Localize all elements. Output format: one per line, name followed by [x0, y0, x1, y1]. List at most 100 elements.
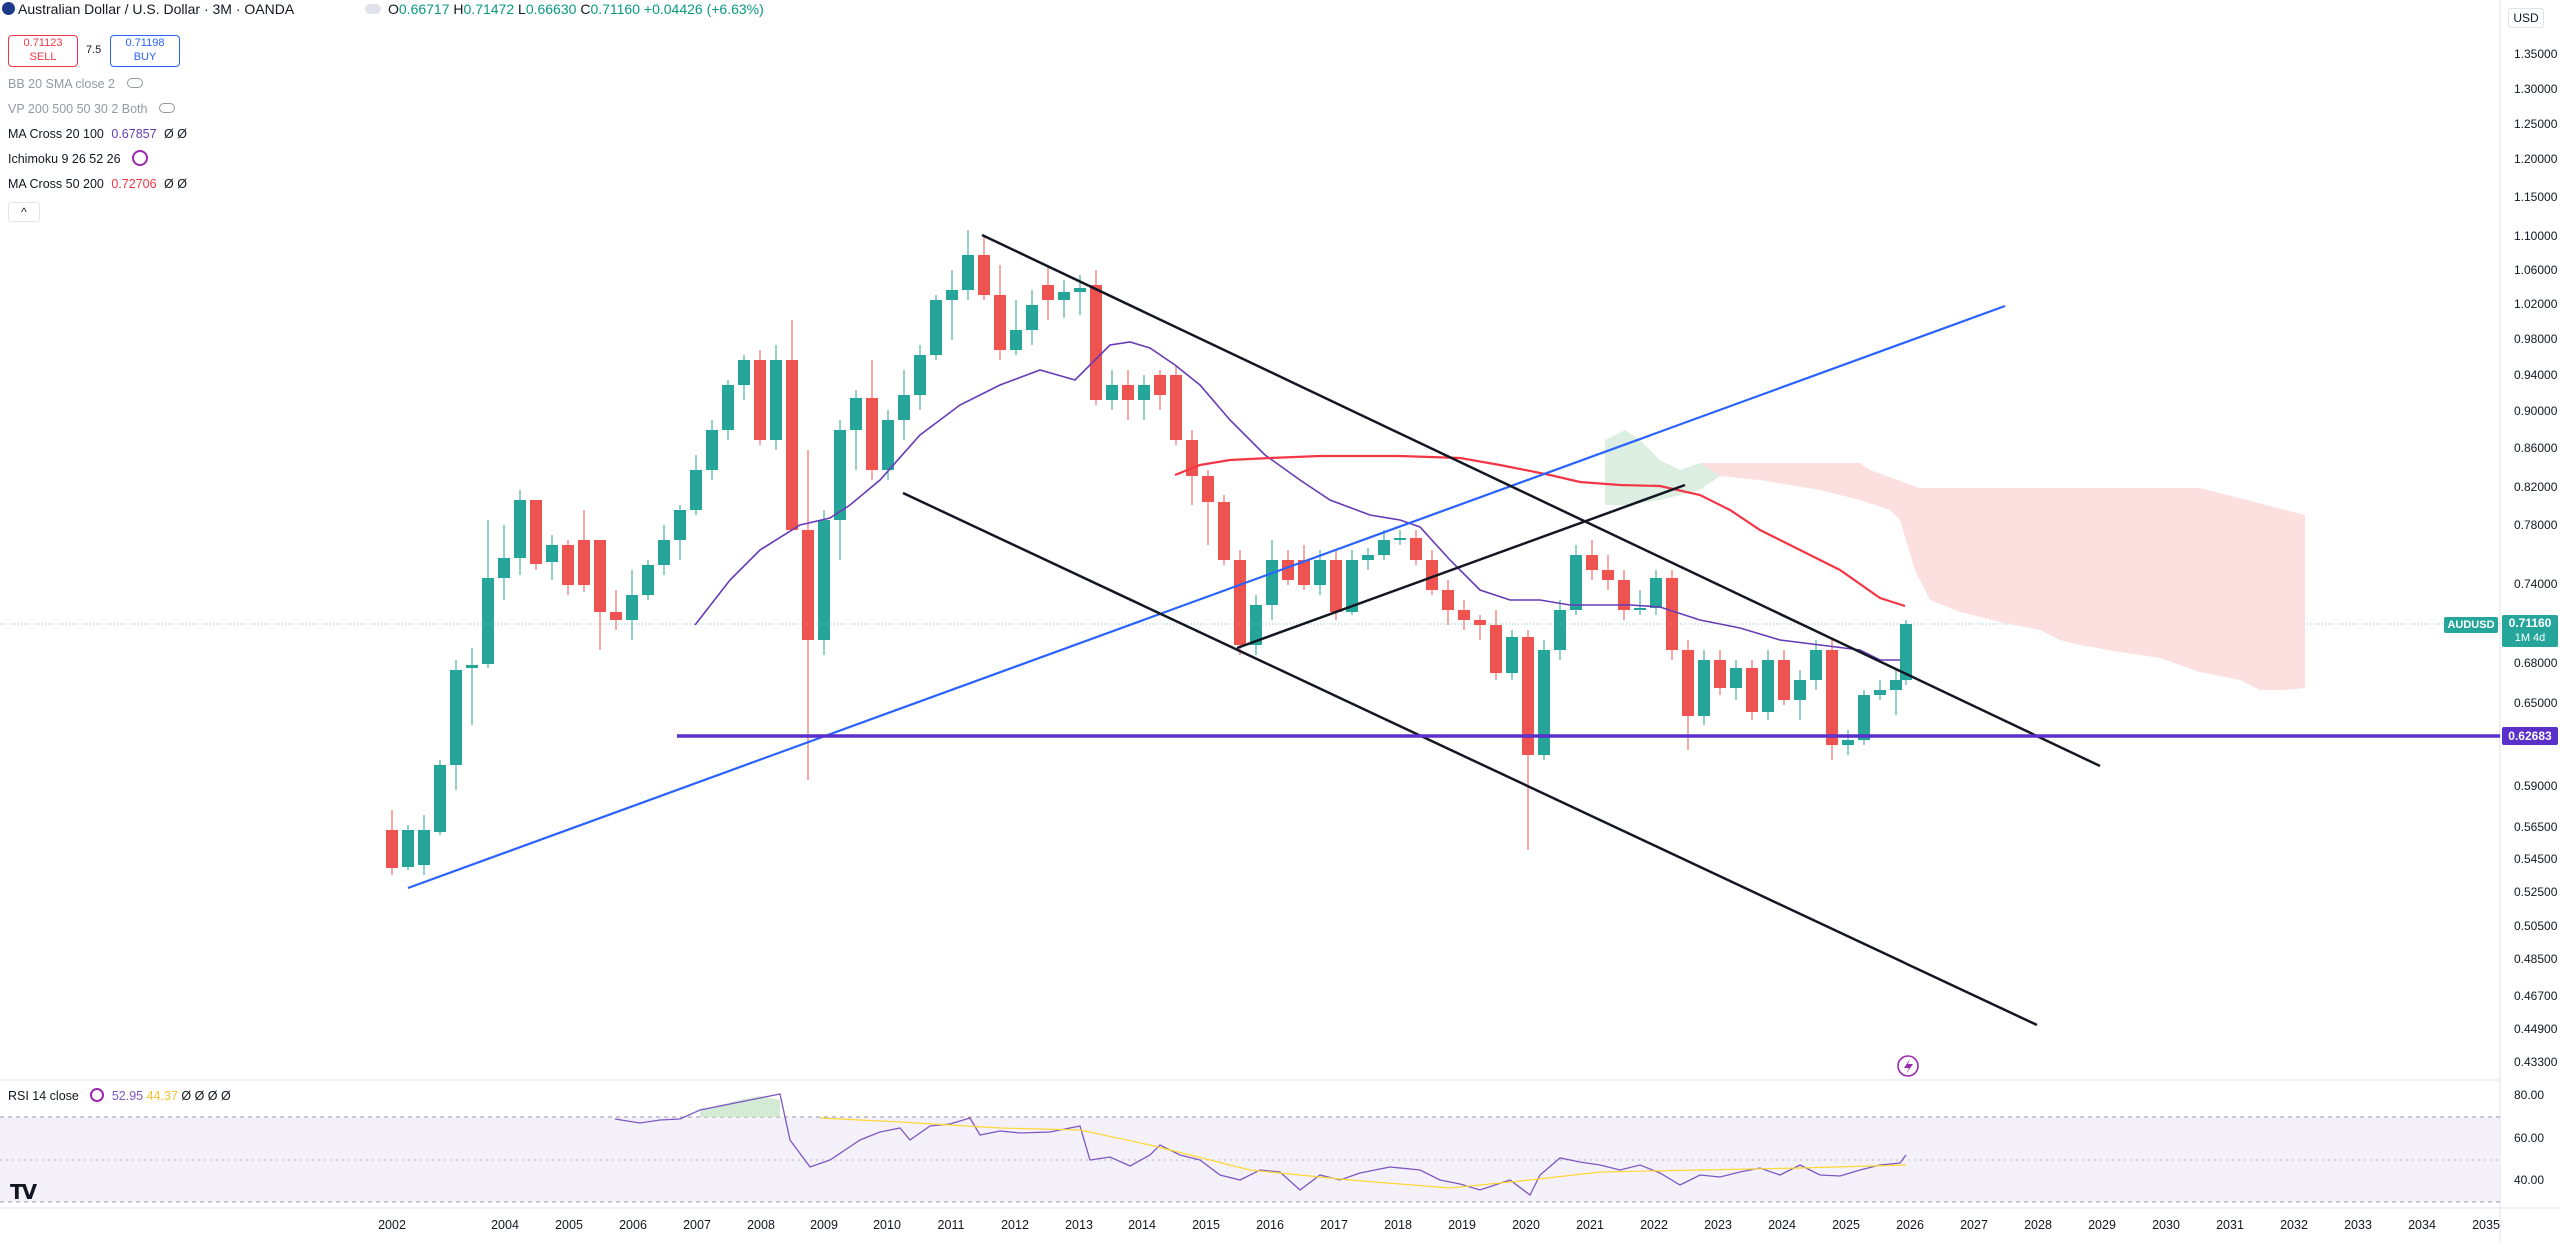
candle-body[interactable]	[1762, 660, 1774, 712]
candle-body[interactable]	[418, 830, 430, 865]
candle-body[interactable]	[1346, 560, 1358, 612]
hidden-eye-icon[interactable]	[158, 103, 175, 113]
candle-body[interactable]	[1170, 375, 1182, 440]
candle-body[interactable]	[1394, 538, 1406, 540]
candle-body[interactable]	[674, 510, 686, 540]
candle-body[interactable]	[1650, 578, 1662, 608]
candle-body[interactable]	[866, 398, 878, 470]
lightning-icon[interactable]	[1897, 1055, 1919, 1077]
candle-body[interactable]	[1794, 680, 1806, 700]
candle-body[interactable]	[1122, 385, 1134, 400]
candle-body[interactable]	[930, 300, 942, 355]
candle-body[interactable]	[1570, 555, 1582, 610]
candle-body[interactable]	[562, 545, 574, 585]
candle-body[interactable]	[1586, 555, 1598, 570]
candle-body[interactable]	[1314, 560, 1326, 585]
candle-body[interactable]	[1458, 610, 1470, 620]
candle-body[interactable]	[1362, 555, 1374, 560]
candle-body[interactable]	[978, 255, 990, 295]
indicator-vp[interactable]: VP 200 500 50 30 2 Both	[8, 99, 175, 119]
candle-body[interactable]	[1218, 502, 1230, 560]
candle-body[interactable]	[434, 765, 446, 832]
candle-body[interactable]	[834, 430, 846, 520]
indicator-ma-cross-50-200[interactable]: MA Cross 50 200 0.72706 Ø Ø	[8, 174, 187, 194]
candle-body[interactable]	[1746, 668, 1758, 712]
candle-body[interactable]	[1506, 637, 1518, 673]
candle-body[interactable]	[898, 395, 910, 420]
rsi-legend[interactable]: RSI 14 close 52.95 44.37 Ø Ø Ø Ø	[8, 1088, 231, 1103]
candle-body[interactable]	[1010, 330, 1022, 350]
candle-body[interactable]	[466, 665, 478, 668]
candle-body[interactable]	[658, 540, 670, 565]
candle-body[interactable]	[610, 612, 622, 620]
candle-body[interactable]	[626, 595, 638, 620]
candle-body[interactable]	[1266, 560, 1278, 605]
candle-body[interactable]	[450, 670, 462, 765]
candle-body[interactable]	[1490, 625, 1502, 673]
candle-body[interactable]	[1378, 540, 1390, 555]
candle-body[interactable]	[514, 500, 526, 558]
candle-body[interactable]	[1666, 578, 1678, 650]
candle-body[interactable]	[386, 830, 398, 868]
candle-body[interactable]	[770, 360, 782, 440]
candle-body[interactable]	[1618, 580, 1630, 610]
indicator-ichimoku[interactable]: Ichimoku 9 26 52 26	[8, 149, 149, 169]
candle-body[interactable]	[1042, 285, 1054, 300]
candle-body[interactable]	[1682, 650, 1694, 716]
candle-body[interactable]	[1106, 385, 1118, 400]
currency-button[interactable]: USD	[2508, 8, 2544, 28]
candle-body[interactable]	[1474, 620, 1486, 625]
candle-body[interactable]	[1890, 680, 1902, 690]
candle-body[interactable]	[1426, 560, 1438, 590]
candle-body[interactable]	[882, 420, 894, 470]
candle-body[interactable]	[1154, 375, 1166, 395]
candle-body[interactable]	[642, 565, 654, 595]
candle-body[interactable]	[1714, 660, 1726, 688]
candle-body[interactable]	[1538, 650, 1550, 755]
candle-body[interactable]	[1074, 288, 1086, 292]
candle-body[interactable]	[1826, 650, 1838, 745]
candle-body[interactable]	[786, 360, 798, 530]
candle-body[interactable]	[1858, 695, 1870, 740]
trend-line-blue[interactable]	[407, 304, 2006, 890]
candle-body[interactable]	[1522, 637, 1534, 755]
candle-body[interactable]	[1410, 538, 1422, 560]
candle-body[interactable]	[850, 398, 862, 430]
candle-body[interactable]	[1442, 590, 1454, 610]
candle-body[interactable]	[914, 355, 926, 395]
hidden-eye-icon[interactable]	[126, 78, 143, 88]
candle-body[interactable]	[1282, 560, 1294, 580]
candle-body[interactable]	[1900, 624, 1912, 680]
buy-button[interactable]: 0.71198 BUY	[110, 35, 180, 67]
symbol-title[interactable]: Australian Dollar / U.S. Dollar · 3M · O…	[18, 1, 295, 17]
candle-body[interactable]	[946, 290, 958, 300]
candle-body[interactable]	[818, 520, 830, 640]
candle-body[interactable]	[578, 540, 590, 585]
candle-body[interactable]	[530, 500, 542, 564]
candle-body[interactable]	[754, 360, 766, 440]
tradingview-logo[interactable]: TV	[10, 1180, 37, 1204]
candle-body[interactable]	[546, 545, 558, 562]
candle-body[interactable]	[1602, 570, 1614, 580]
candle-body[interactable]	[994, 295, 1006, 350]
candle-body[interactable]	[498, 558, 510, 578]
indicator-ma-cross-20-100[interactable]: MA Cross 20 100 0.67857 Ø Ø	[8, 124, 187, 144]
candle-body[interactable]	[402, 830, 414, 867]
candle-body[interactable]	[1842, 740, 1854, 745]
candle-body[interactable]	[594, 540, 606, 612]
indicator-bb[interactable]: BB 20 SMA close 2	[8, 74, 143, 94]
channel-lower-line[interactable]	[902, 491, 2038, 1027]
candle-body[interactable]	[1698, 660, 1710, 716]
candle-body[interactable]	[1090, 285, 1102, 400]
candle-body[interactable]	[1778, 660, 1790, 700]
candle-body[interactable]	[690, 470, 702, 510]
candle-body[interactable]	[1810, 650, 1822, 680]
candle-body[interactable]	[1298, 560, 1310, 585]
candle-body[interactable]	[1202, 476, 1214, 502]
candle-body[interactable]	[1058, 292, 1070, 300]
candle-body[interactable]	[1730, 668, 1742, 688]
candle-body[interactable]	[1138, 385, 1150, 400]
sell-button[interactable]: 0.71123 SELL	[8, 35, 78, 67]
candle-body[interactable]	[722, 385, 734, 430]
